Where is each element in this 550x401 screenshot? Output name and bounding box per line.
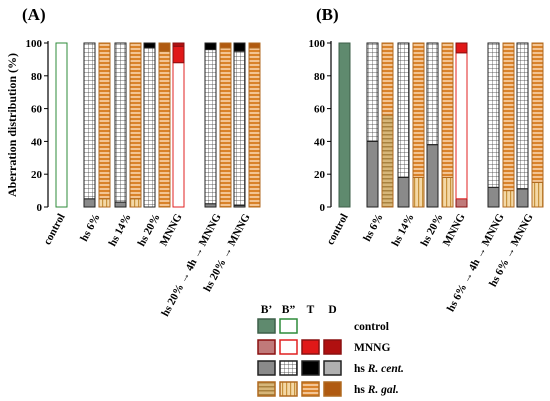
legend-swatch — [301, 360, 320, 376]
bar-segment-b2 — [426, 42, 439, 146]
bar-segment-t — [531, 42, 544, 183]
bar-segment-b2 — [233, 50, 246, 206]
legend-column-header: D — [328, 304, 336, 316]
bar-segment-t — [248, 47, 261, 208]
y-tick-label: 40 — [314, 136, 326, 148]
panel-label: (B) — [316, 5, 339, 24]
bar-segment-b1 — [516, 188, 529, 208]
bar-segment-b2 — [129, 198, 142, 208]
category-label: hs 14% — [390, 212, 417, 249]
y-tick-label: 60 — [314, 104, 326, 116]
legend-row-label: hs R. gal. — [354, 384, 399, 396]
bar-segment-t — [441, 42, 454, 178]
bar-segment-t — [172, 45, 185, 64]
bar-segment-d — [219, 42, 232, 49]
y-axis-label: Aberration distribution (%) — [5, 53, 19, 197]
bar-segment-b2 — [502, 190, 515, 208]
legend-column-header: B’ — [261, 304, 273, 316]
category-label: MNNG — [158, 211, 185, 248]
legend-swatch — [323, 360, 342, 376]
bar-segment-b2 — [441, 176, 454, 208]
bar-segment-b1 — [366, 140, 379, 208]
y-tick-label: 20 — [314, 169, 326, 181]
bar-segment-t — [412, 42, 425, 178]
y-tick-label: 40 — [31, 136, 43, 148]
panel-label: (A) — [22, 5, 46, 24]
bar-segment-b1 — [114, 201, 127, 208]
bar-segment-t — [129, 42, 142, 200]
y-tick-label: 80 — [31, 71, 43, 83]
bar-segment-t — [98, 42, 111, 200]
bar-segment-t — [219, 47, 232, 208]
legend-swatch — [257, 381, 276, 397]
legend-row-label: control — [354, 321, 389, 333]
bar-segment-b2 — [455, 52, 468, 200]
bar-segment-b2 — [114, 42, 127, 203]
legend-swatch — [301, 381, 320, 397]
bar-segment-t — [204, 42, 217, 51]
bar-segment-t — [233, 42, 246, 52]
legend-column-header: T — [307, 304, 315, 316]
legend-row-label: hs R. cent. — [354, 363, 404, 375]
bar-segment-d — [158, 42, 171, 52]
bar-segment-t — [455, 42, 468, 54]
bar-segment-t — [502, 42, 515, 192]
category-label: control — [41, 212, 67, 247]
bar-segment-b2 — [172, 62, 185, 208]
bar-segment-b2 — [412, 176, 425, 208]
y-tick-label: 0 — [320, 202, 326, 214]
bar-segment-b2 — [487, 42, 500, 188]
bar-segment-b2 — [531, 181, 544, 208]
legend-column-header: B” — [282, 304, 296, 316]
y-tick-label: 100 — [26, 38, 43, 50]
bar-segment-t — [381, 42, 394, 116]
bar-segment-b2 — [397, 42, 410, 178]
legend-swatch — [279, 381, 298, 397]
bar-segment-b1 — [338, 42, 351, 208]
bar-segment-b1 — [381, 114, 394, 208]
bar-segment-d — [172, 42, 185, 47]
legend-swatch — [257, 318, 276, 334]
y-tick-label: 0 — [37, 202, 43, 214]
category-label: control — [324, 212, 350, 247]
bar-segment-t — [143, 42, 156, 49]
legend-swatch — [257, 360, 276, 376]
bar-segment-b2 — [204, 49, 217, 205]
legend-swatch — [323, 381, 342, 397]
bar-segment-b1 — [487, 186, 500, 208]
bar-segment-d — [248, 42, 261, 49]
legend-swatch — [323, 339, 342, 355]
y-tick-label: 60 — [31, 104, 43, 116]
bar-segment-b2 — [98, 198, 111, 208]
bar-segment-b1 — [397, 176, 410, 208]
bar-segment-b2 — [83, 42, 96, 200]
bar-segment-b2 — [516, 42, 529, 190]
bar-segment-b2 — [143, 47, 156, 208]
y-tick-label: 100 — [309, 38, 326, 50]
panel-a: (A) Aberration distribution (%) 0 20 40 60 80 1… — [5, 5, 261, 319]
y-tick-label: 80 — [314, 71, 326, 83]
legend-swatch — [301, 339, 320, 355]
bar-segment-b2 — [55, 42, 68, 208]
legend-swatch — [257, 339, 276, 355]
legend-row-label: MNNG — [354, 342, 390, 354]
y-tick-label: 20 — [31, 169, 43, 181]
category-label: hs 6% — [78, 212, 103, 244]
legend-swatch — [279, 339, 298, 355]
bar-segment-t — [158, 50, 171, 208]
legend-swatch — [279, 318, 298, 334]
category-label: MNNG — [441, 211, 468, 248]
bar-segment-b1 — [455, 198, 468, 208]
bar-segment-b1 — [426, 144, 439, 208]
category-label: hs 6% — [361, 212, 386, 244]
category-label: hs 14% — [107, 212, 134, 249]
legend-swatch — [279, 360, 298, 376]
bar-segment-b2 — [366, 42, 379, 142]
bar-segment-b1 — [83, 198, 96, 208]
